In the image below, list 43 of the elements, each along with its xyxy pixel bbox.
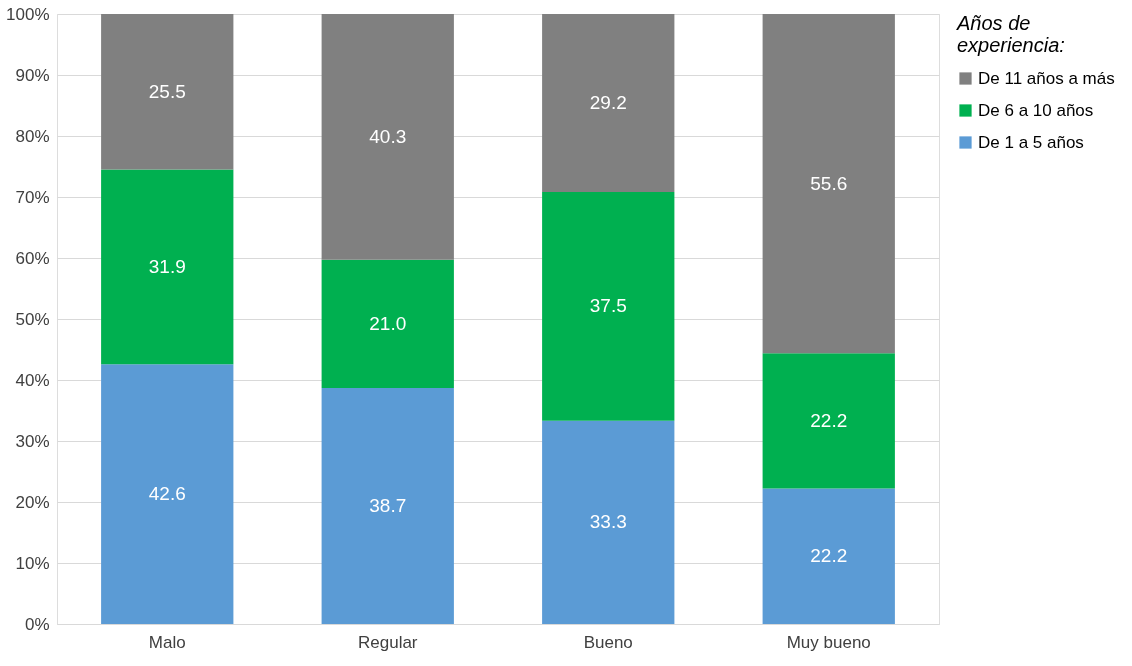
data-label: 21.0 [369, 312, 407, 334]
bar [101, 14, 234, 170]
x-tick-label: Muy bueno [786, 632, 871, 652]
bar [762, 488, 895, 624]
data-label: 25.5 [148, 80, 186, 102]
x-tick-label: Bueno [583, 632, 633, 652]
data-label: 42.6 [148, 483, 186, 505]
data-label: 55.6 [810, 172, 848, 194]
x-tick-label: Malo [148, 632, 186, 652]
data-label: 37.5 [589, 295, 627, 317]
bar [321, 14, 454, 260]
bar [542, 192, 675, 421]
y-tick-label: 80% [15, 126, 50, 146]
y-tick-label: 10% [15, 553, 50, 573]
y-tick-label: 0% [24, 614, 50, 634]
legend-label: De 6 a 10 años [978, 100, 1094, 120]
y-tick-label: 90% [15, 65, 50, 85]
data-label: 22.2 [810, 409, 848, 431]
y-tick-label: 100% [6, 4, 50, 24]
bar [321, 387, 454, 624]
bar [542, 14, 675, 193]
legend-label: De 11 años a más [978, 68, 1115, 88]
x-tick-label: Regular [357, 632, 418, 652]
data-label: 29.2 [589, 92, 627, 114]
data-label: 40.3 [369, 125, 407, 147]
y-tick-label: 50% [15, 309, 50, 329]
bar [762, 353, 895, 489]
y-tick-label: 60% [15, 248, 50, 268]
data-label: 33.3 [589, 511, 627, 533]
bar [101, 169, 234, 365]
data-label: 31.9 [148, 255, 186, 277]
y-tick-label: 20% [15, 492, 50, 512]
bar [101, 364, 234, 624]
legend-title: Años de experiencia: [956, 12, 1065, 56]
data-label: 38.7 [369, 494, 407, 516]
bar [542, 420, 675, 624]
y-tick-label: 70% [15, 187, 50, 207]
data-label: 22.2 [810, 545, 848, 567]
y-tick-label: 30% [15, 431, 50, 451]
bar [321, 259, 454, 388]
bar [762, 14, 895, 354]
y-tick-label: 40% [15, 370, 50, 390]
legend-label: De 1 a 5 años [978, 132, 1084, 152]
